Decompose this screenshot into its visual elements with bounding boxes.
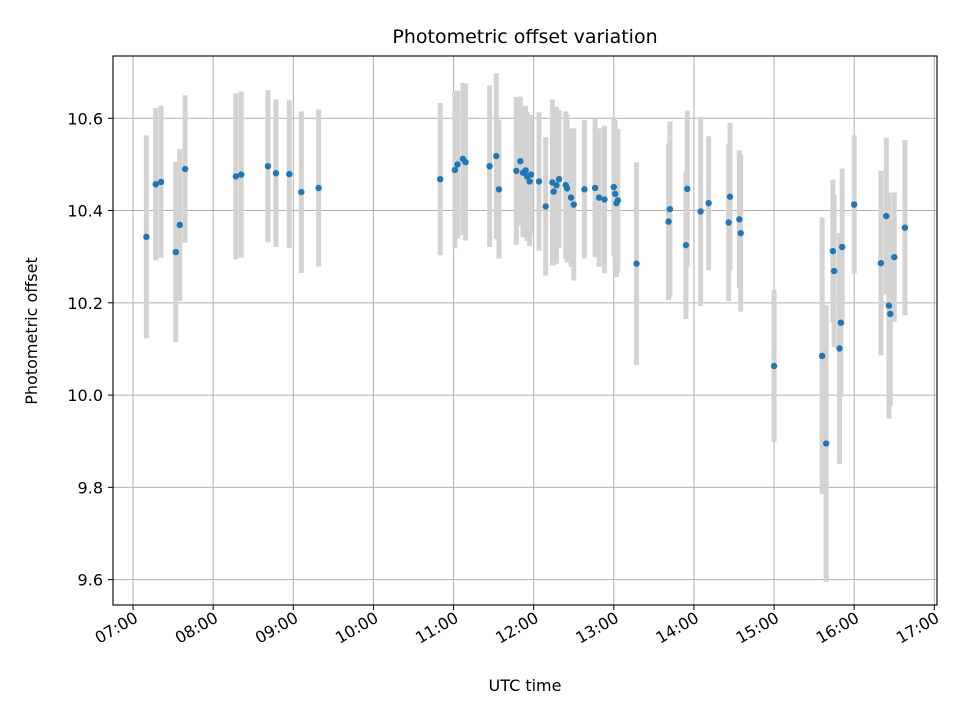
data-point <box>462 158 469 166</box>
data-point <box>581 186 588 193</box>
data-point <box>152 181 159 188</box>
x-tick-label: 13:00 <box>572 608 621 648</box>
data-point <box>610 183 618 191</box>
data-point <box>885 302 893 309</box>
x-tick-label: 16:00 <box>813 608 862 648</box>
data-point <box>553 181 560 189</box>
data-point <box>822 440 830 447</box>
data-point <box>684 185 691 193</box>
x-tick-label: 15:00 <box>733 608 782 648</box>
data-point <box>595 194 603 201</box>
data-point <box>157 178 165 186</box>
data-point <box>633 260 640 267</box>
data-point <box>495 186 503 193</box>
data-point <box>315 184 322 192</box>
data-point <box>264 163 272 170</box>
data-point <box>818 352 826 360</box>
data-point <box>513 167 520 175</box>
data-point <box>614 197 622 204</box>
y-tick-label: 10.2 <box>67 294 103 313</box>
x-tick-label: 07:00 <box>92 608 141 648</box>
y-tick-label: 9.8 <box>78 478 103 497</box>
data-point <box>737 229 744 237</box>
data-point <box>725 219 732 226</box>
x-tick-label: 09:00 <box>252 608 301 648</box>
y-tick-label: 10.4 <box>67 202 103 221</box>
data-point <box>238 171 245 178</box>
data-point <box>736 216 743 223</box>
data-point <box>143 233 150 241</box>
data-point <box>172 248 179 256</box>
data-point <box>682 241 690 249</box>
data-point <box>527 171 535 178</box>
data-point <box>451 166 459 174</box>
x-tick-label: 14:00 <box>653 608 702 648</box>
data-point <box>611 190 619 198</box>
x-tick-label: 10:00 <box>332 608 381 648</box>
data-points <box>143 152 909 447</box>
y-axis-title: Photometric offset <box>22 257 41 405</box>
data-point <box>901 224 909 231</box>
data-point <box>887 310 894 318</box>
data-point <box>837 319 845 326</box>
data-point <box>838 243 846 251</box>
data-point <box>829 247 837 255</box>
data-point <box>830 267 838 275</box>
data-point <box>591 184 599 192</box>
data-point <box>550 188 557 195</box>
data-point <box>436 175 444 183</box>
data-point <box>555 175 563 183</box>
data-point <box>493 152 500 160</box>
x-tick-label: 12:00 <box>492 608 541 648</box>
data-point <box>542 203 549 210</box>
data-point <box>298 188 305 196</box>
x-axis: 07:00 08:00 09:00 10:00 11:00 12:00 13:00 14:00… <box>92 605 942 648</box>
y-tick-label: 10.0 <box>67 386 103 405</box>
data-point <box>176 221 183 229</box>
y-tick-label: 9.6 <box>78 571 103 590</box>
data-point <box>836 345 843 352</box>
chart-title: Photometric offset variation <box>392 26 657 48</box>
data-point <box>850 201 858 208</box>
data-point <box>705 199 712 207</box>
data-point <box>770 362 778 370</box>
data-point <box>665 218 672 225</box>
y-tick-label: 10.6 <box>67 109 103 128</box>
data-point <box>666 205 674 213</box>
x-tick-label: 11:00 <box>412 608 461 648</box>
data-point <box>563 185 571 192</box>
data-point <box>526 178 533 185</box>
data-point <box>181 165 189 173</box>
plot-area <box>112 55 938 606</box>
data-point <box>517 157 524 165</box>
data-point <box>454 161 461 168</box>
data-point <box>286 170 293 178</box>
data-point <box>567 194 575 201</box>
data-point <box>535 178 543 185</box>
x-axis-title: UTC time <box>489 676 562 695</box>
data-point <box>570 201 577 208</box>
data-point <box>726 193 734 200</box>
errorbars <box>143 73 908 582</box>
data-point <box>522 167 529 174</box>
data-point <box>883 212 890 220</box>
data-point <box>877 259 885 267</box>
data-point <box>272 169 280 177</box>
data-point <box>601 196 608 203</box>
data-point <box>697 208 704 215</box>
data-point <box>232 173 240 180</box>
data-point <box>891 253 898 261</box>
y-axis: 9.6 9.8 10.0 10.2 10.4 10.6 <box>67 109 113 590</box>
x-tick-label: 17:00 <box>893 608 942 648</box>
data-point <box>486 163 493 170</box>
x-tick-label: 08:00 <box>172 608 221 648</box>
